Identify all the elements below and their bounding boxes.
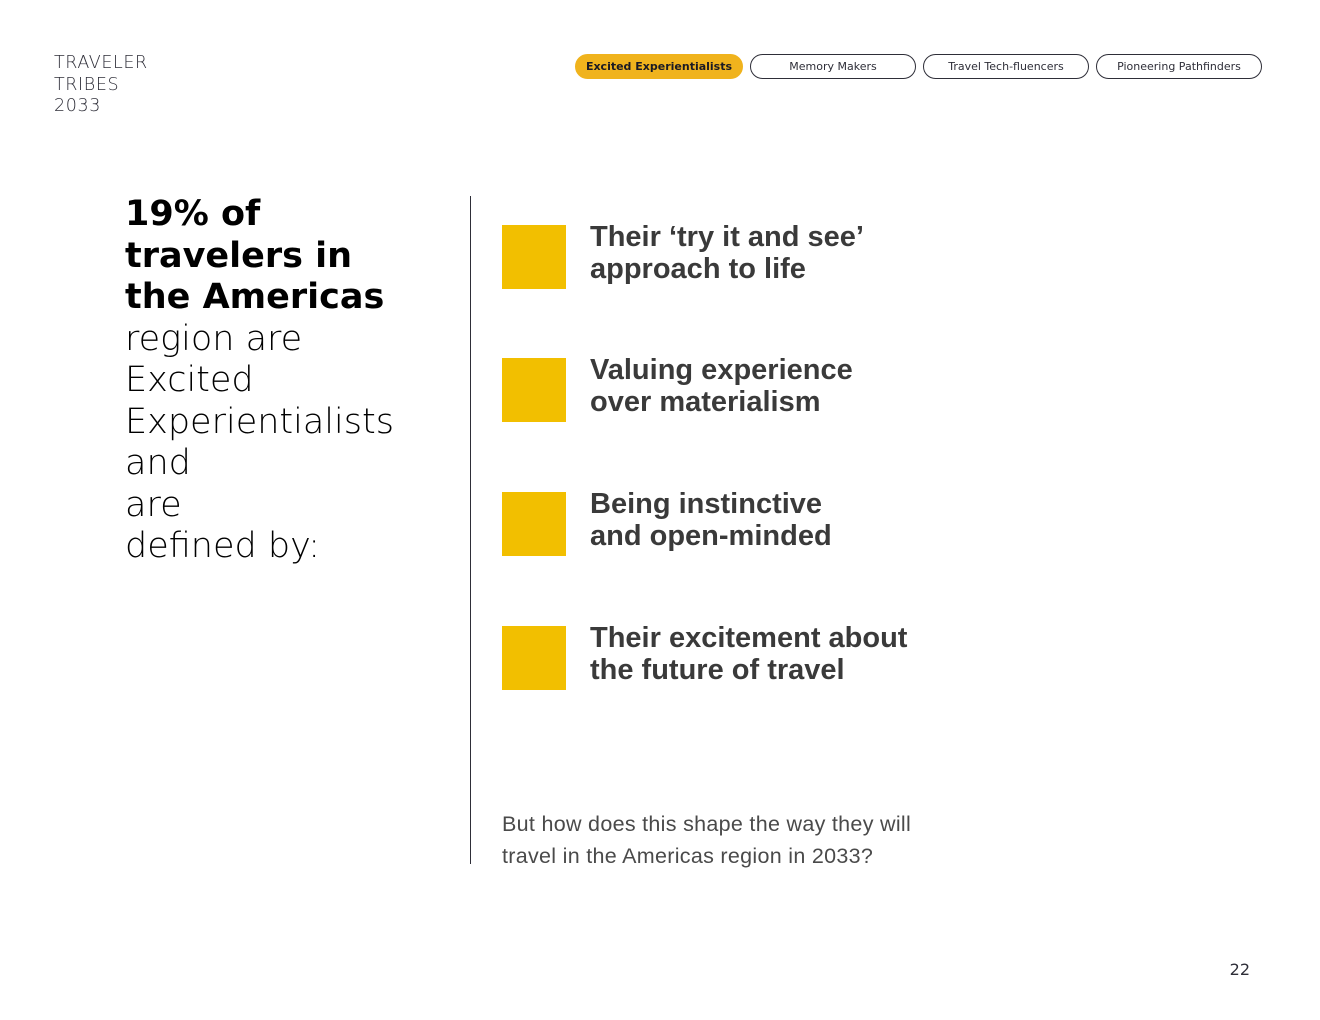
trait-item: Their ‘try it and see’ approach to life: [502, 221, 982, 289]
trait-item: Valuing experience over materialism: [502, 354, 982, 422]
question-line-2: travel in the Americas region in 2033?: [502, 844, 874, 868]
trait-line-2: approach to life: [590, 253, 806, 285]
headline-light-5: defined by:: [125, 526, 321, 566]
brand-line-2: TRIBES: [54, 74, 120, 95]
trait-text: Valuing experience over materialism: [590, 354, 970, 418]
trait-item: Being instinctive and open-minded: [502, 488, 982, 556]
trait-text: Their excitement about the future of tra…: [590, 622, 970, 686]
page-number: 22: [1229, 960, 1250, 979]
tab-excited-experientialists[interactable]: Excited Experientialists: [575, 54, 743, 79]
brand-line-3: 2033: [54, 96, 101, 116]
trait-item: Their excitement about the future of tra…: [502, 622, 982, 690]
tribe-tabs: Excited Experientialists Memory Makers T…: [575, 54, 1262, 79]
headline-light-3: Experientialists and: [125, 401, 394, 484]
yellow-square-icon: [502, 358, 566, 422]
trait-line-2: the future of travel: [590, 654, 845, 686]
trait-text: Being instinctive and open-minded: [590, 488, 970, 552]
vertical-divider: [470, 196, 471, 864]
trait-text: Their ‘try it and see’ approach to life: [590, 221, 970, 285]
headline-light-4: are: [125, 484, 182, 525]
headline-light-2: Excited: [125, 360, 254, 400]
yellow-square-icon: [502, 626, 566, 690]
headline-bold-1: 19% of: [125, 194, 261, 234]
headline-light-1: region are: [125, 318, 303, 359]
headline-bold-2: travelers in: [125, 235, 353, 276]
yellow-square-icon: [502, 225, 566, 289]
trait-line-2: over materialism: [590, 386, 821, 418]
trait-line-1: Their excitement about: [590, 622, 908, 654]
headline: 19% of travelers in the Americas region …: [125, 194, 455, 568]
report-brand: TRAVELER TRIBES 2033: [54, 53, 148, 118]
headline-bold-3: the Americas: [125, 277, 385, 317]
question-line-1: But how does this shape the way they wil…: [502, 812, 912, 836]
trait-line-1: Valuing experience: [590, 354, 853, 386]
tab-memory-makers[interactable]: Memory Makers: [750, 54, 916, 79]
yellow-square-icon: [502, 492, 566, 556]
tab-pioneering-pathfinders[interactable]: Pioneering Pathfinders: [1096, 54, 1262, 79]
trait-line-1: Being instinctive: [590, 488, 823, 520]
brand-line-1: TRAVELER: [54, 53, 148, 73]
closing-question: But how does this shape the way they wil…: [502, 808, 982, 872]
tab-travel-tech-fluencers[interactable]: Travel Tech-fluencers: [923, 54, 1089, 79]
trait-line-1: Their ‘try it and see’: [590, 221, 864, 253]
trait-line-2: and open-minded: [590, 520, 832, 552]
